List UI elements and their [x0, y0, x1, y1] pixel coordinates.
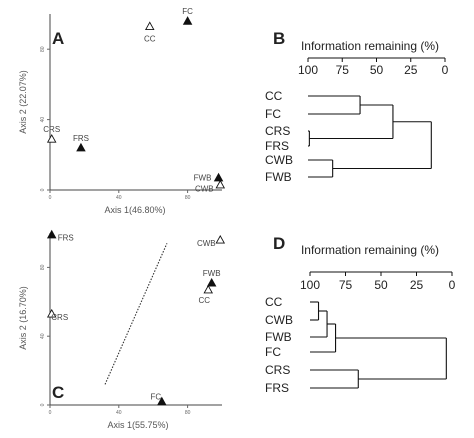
panel-a-point-fwb [213, 172, 224, 182]
panel-c-x-axis-title: Axis 1(55.75%) [107, 420, 168, 430]
panel-b-scale-tick-label: 0 [442, 63, 449, 77]
panel-a-point-crs [46, 134, 57, 143]
panel-a-y-tick-label: 0 [40, 188, 46, 191]
panel-c-trend-line [104, 243, 168, 385]
panel-b-scale-tick-label: 50 [370, 63, 384, 77]
panel-d-leaf-cc: CC [265, 295, 283, 309]
panel-c-point-cwb [215, 234, 226, 244]
panel-d-scale-tick-label: 0 [449, 278, 456, 292]
panel-d-scale-tick-label: 75 [339, 278, 353, 292]
panel-d-leaf-fwb: FWB [265, 330, 292, 344]
panel-a-y-axis-title: Axis 2 (22.07%) [18, 70, 28, 134]
panel-c-y-axis-title: Axis 2 (16.70%) [18, 286, 28, 350]
panel-c-point-cc [203, 284, 214, 294]
panel-c-letter: C [52, 383, 64, 402]
panel-c-point-fwb [206, 277, 217, 287]
panel-a-point-label-cc: CC [144, 34, 156, 43]
panel-b-title: Information remaining (%) [301, 39, 439, 53]
panel-d-leaf-crs: CRS [265, 363, 290, 377]
panel-c-point-crs [46, 308, 57, 318]
panel-c-point-fc [157, 396, 167, 406]
panel-b-leaf-cwb: CWB [265, 153, 293, 167]
panel-d-scale-tick-label: 100 [300, 278, 320, 292]
panel-d-leaf-fc: FC [265, 345, 281, 359]
panel-d-scale-tick-label: 50 [374, 278, 388, 292]
panel-a-point-cc [144, 21, 155, 30]
panel-c-point-label-crs: CRS [51, 313, 68, 322]
panel-a-x-tick-label: 40 [116, 195, 122, 201]
panel-a-x-tick-label: 0 [49, 195, 52, 201]
panel-a-x-tick-label: 80 [185, 195, 191, 201]
panel-c-x-tick-label: 0 [49, 410, 52, 416]
panel-b-leaf-fwb: FWB [265, 170, 292, 184]
panel-c-y-tick-label: 0 [40, 403, 46, 406]
panel-c-x-tick-label: 40 [116, 410, 122, 416]
panel-d-leaf-frs: FRS [265, 381, 289, 395]
panel-d-leaf-cwb: CWB [265, 313, 293, 327]
panel-c-point-label-cc: CC [198, 296, 210, 305]
panel-b-leaf-fc: FC [265, 107, 281, 121]
panel-b-scale-tick-label: 25 [404, 63, 418, 77]
panel-c-y-tick-label: 80 [40, 264, 46, 270]
panel-a-point-label-cwb: CWB [195, 185, 214, 194]
panel-c-point-label-fc: FC [150, 393, 161, 402]
panel-b-leaf-frs: FRS [265, 139, 289, 153]
panel-a-point-label-crs: CRS [43, 125, 60, 134]
panel-b-scale-tick-label: 75 [336, 63, 350, 77]
panel-c-point-frs [46, 229, 57, 239]
panel-a-point-label-fwb: FWB [194, 174, 212, 183]
panel-d-scale-tick-label: 25 [410, 278, 424, 292]
panel-d-title: Information remaining (%) [301, 243, 439, 257]
panel-a-y-tick-label: 40 [40, 117, 46, 123]
panel-c-y-tick-label: 40 [40, 333, 46, 339]
panel-a-point-cwb [215, 179, 226, 189]
panel-c-point-label-frs: FRS [58, 234, 74, 243]
panel-a-point-label-fc: FC [182, 7, 193, 16]
panel-d-letter: D [273, 234, 285, 253]
panel-b-scale-tick-label: 100 [298, 63, 318, 77]
panel-a-point-frs [76, 142, 86, 152]
panel-a-letter: A [52, 29, 64, 48]
panel-a-x-axis-title: Axis 1(46.80%) [104, 205, 165, 215]
panel-c-point-label-cwb: CWB [197, 239, 216, 248]
panel-b-leaf-cc: CC [265, 89, 283, 103]
panel-a-point-label-frs: FRS [73, 134, 89, 143]
panel-a-y-tick-label: 80 [40, 46, 46, 52]
panel-c-point-label-fwb: FWB [203, 269, 221, 278]
panel-b-letter: B [273, 29, 285, 48]
panel-b-leaf-crs: CRS [265, 124, 290, 138]
panel-a-point-fc [182, 16, 193, 25]
panel-c-x-tick-label: 80 [185, 410, 191, 416]
